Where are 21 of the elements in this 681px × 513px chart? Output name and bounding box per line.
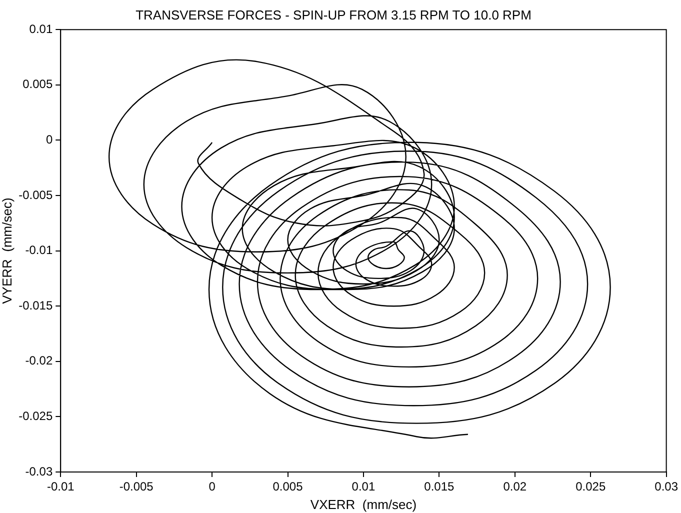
y-tick-label: -0.03	[25, 464, 53, 478]
x-tick-label: 0	[208, 480, 216, 494]
y-tick-label: -0.02	[25, 354, 53, 368]
x-tick-label: 0.015	[424, 480, 455, 494]
y-tick-label: -0.015	[18, 298, 53, 312]
y-tick-label: 0.01	[29, 22, 53, 36]
y-tick-label: 0	[46, 132, 53, 147]
y-axis-title: VYERR (mm/sec)	[0, 198, 14, 304]
y-tick-label: -0.005	[18, 188, 53, 202]
y-tick-label: -0.025	[18, 409, 53, 424]
x-tick-label: 0.02	[503, 480, 527, 494]
x-tick-label: -0.01	[46, 480, 75, 494]
y-tick-label: 0.005	[22, 77, 53, 92]
x-tick-label: 0.025	[576, 480, 606, 494]
y-tick-label: -0.01	[25, 243, 53, 258]
x-tick-label: 0.005	[272, 480, 304, 494]
chart-title: TRANSVERSE FORCES - SPIN-UP FROM 3.15 RPM TO 10.0 RPM	[136, 7, 532, 22]
x-tick-label: -0.005	[119, 480, 154, 494]
x-tick-label: 0.03	[654, 480, 678, 494]
x-tick-label: 0.01	[352, 480, 376, 494]
x-axis-title: VXERR (mm/sec)	[310, 496, 417, 512]
